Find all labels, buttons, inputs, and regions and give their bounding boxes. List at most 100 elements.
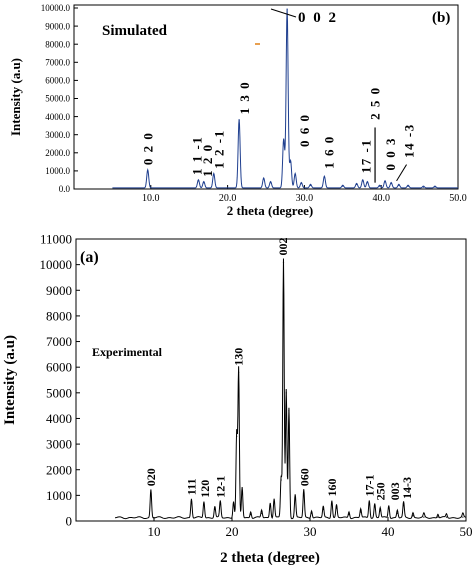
peak-leader-line: [396, 164, 407, 182]
peak-point: [366, 182, 368, 184]
peak-point: [150, 492, 152, 494]
y-axis-label: Intensity (a.u): [8, 58, 23, 136]
peak-point: [348, 513, 350, 516]
peak-point: [403, 505, 405, 507]
peak-label: 2 5 0: [368, 86, 383, 120]
y-tick-label: 6000.0: [45, 76, 70, 86]
peak-point: [285, 392, 287, 394]
y-tick-label: 5000.0: [45, 94, 70, 104]
peak-point: [398, 184, 400, 186]
peak-point: [384, 181, 386, 183]
peak-label: 1 1 -1: [189, 136, 204, 175]
y-tick-label: 1000.0: [45, 166, 70, 176]
x-tick-label: 30: [304, 524, 317, 539]
plot-frame: [75, 238, 467, 522]
peak-point: [286, 9, 288, 11]
peak-label: 002: [276, 238, 290, 256]
peak-label: 12-1: [214, 476, 228, 498]
peak-point: [331, 502, 333, 504]
x-tick-label: 10: [148, 524, 161, 539]
axes-group: 0100020003000400050006000700080009000100…: [40, 232, 473, 539]
plot-frame: [73, 4, 459, 190]
peak-point: [282, 261, 285, 263]
peak-point: [289, 161, 292, 163]
peak-point: [294, 173, 296, 176]
peak-point: [422, 186, 425, 188]
panel-label: (b): [432, 10, 450, 26]
peak-label: 1 6 0: [322, 135, 337, 169]
peak-label: 003: [388, 482, 402, 500]
peak-label: 14-3: [400, 477, 414, 499]
peak-point: [462, 516, 464, 518]
y-tick-label: 1000: [46, 488, 72, 503]
y-tick-label: 7000.0: [45, 57, 70, 67]
y-tick-label: 6000: [46, 360, 72, 375]
y-tick-label: 10000.0: [41, 3, 71, 13]
peak-point: [437, 516, 439, 518]
peak-label: 0 6 0: [297, 113, 312, 147]
peak-point: [261, 512, 263, 514]
peak-point: [238, 371, 240, 373]
simulated-xrd-panel: 0.0 1000.0 2000.0 3000.0 4000.0 5000.0 6000.0 7…: [8, 3, 467, 218]
y-tick-label: 2000.0: [45, 148, 70, 158]
peak-point: [374, 506, 376, 508]
peak-point: [310, 512, 313, 514]
peak-label: 17-1: [362, 474, 376, 496]
peak-point: [232, 503, 235, 505]
x-tick-label: 50: [460, 524, 473, 539]
peak-label: 14 -3: [401, 123, 416, 158]
y-tick-label: 8000: [46, 308, 72, 323]
peak-point: [396, 512, 398, 514]
peak-point: [280, 479, 282, 481]
peak-point: [423, 516, 425, 518]
y-tick-label: 10000: [40, 257, 73, 272]
y-tick-label: 0.0: [59, 184, 71, 194]
peak-point: [309, 184, 312, 186]
peak-point: [335, 507, 338, 509]
peak-point: [294, 497, 296, 499]
x-tick-label: 40: [382, 524, 395, 539]
peak-point: [388, 507, 390, 509]
peak-point: [379, 185, 381, 187]
x-tick-label: 40.0: [372, 193, 390, 204]
sample-annotation: Experimental: [92, 345, 163, 359]
peak-label: 1 3 0: [237, 81, 252, 115]
peak-point: [434, 186, 436, 188]
peak-point: [283, 139, 285, 141]
peak-point: [270, 182, 272, 184]
peak-labels-group: 0 2 0 1 1 -11 2 01 2 -1 1 3 0 0 6 0 1 6 0 17 …: [140, 81, 416, 183]
pattern-trace-group: [112, 8, 458, 189]
x-axis-label: 2 theta (degree): [220, 550, 320, 566]
peak-label: 0 0 3: [383, 137, 398, 171]
y-tick-label: 2000: [46, 462, 72, 477]
y-tick-label: 0: [66, 514, 73, 529]
peak-point: [214, 508, 216, 511]
peak-point: [203, 182, 205, 184]
x-tick-label: 20: [226, 524, 239, 539]
peak-point: [197, 180, 200, 182]
peak-point: [269, 505, 271, 507]
peak-point: [322, 508, 324, 511]
peak-label: 1 2 0: [200, 143, 215, 177]
callout-002-label: 0 0 2: [298, 10, 338, 26]
peak-label: 111: [185, 479, 199, 496]
peak-point: [356, 183, 358, 186]
peak-point: [323, 176, 325, 178]
peak-point: [379, 510, 381, 512]
peak-point: [190, 501, 193, 503]
peak-point: [238, 119, 240, 121]
peak-point: [219, 503, 221, 505]
diffraction-pattern-line: [114, 258, 467, 520]
y-axis-label: Intensity (a.u): [2, 335, 18, 425]
peak-point: [342, 185, 344, 187]
y-tick-label: 5000: [46, 385, 72, 400]
peak-point: [213, 173, 215, 176]
peak-point: [412, 515, 414, 517]
peak-point: [241, 489, 243, 491]
x-tick-label: 30.0: [296, 193, 314, 204]
y-tick-label: 7000: [46, 334, 72, 349]
y-tick-label: 9000.0: [45, 21, 70, 31]
panel-label: (a): [80, 249, 99, 266]
experimental-xrd-panel: 0100020003000400050006000700080009000100…: [2, 232, 473, 566]
peak-point: [250, 513, 252, 516]
